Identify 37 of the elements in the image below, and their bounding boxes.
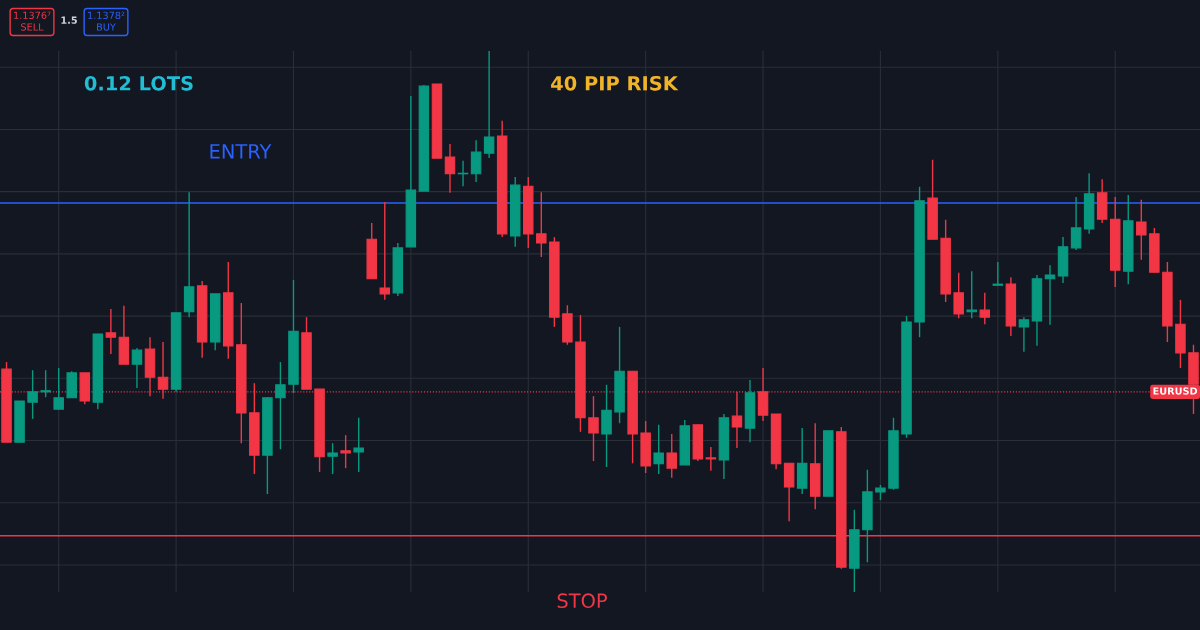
candlestick (40, 369, 51, 398)
candlestick (1070, 196, 1082, 251)
candlestick (1136, 199, 1147, 261)
candlestick (53, 367, 64, 410)
text: 1.1378² BUY (88, 11, 125, 31)
candlestick (275, 361, 286, 450)
candlestick (27, 369, 38, 420)
candlestick (731, 391, 743, 449)
candlestick (953, 272, 964, 319)
text: 1.1376⁷ SELL (14, 11, 51, 31)
candlestick (588, 395, 599, 462)
candlestick (536, 191, 547, 258)
candlestick (353, 417, 364, 473)
candlestick (340, 434, 351, 469)
annotation: 0.12 LOTS (84, 75, 193, 91)
text: 1.5 (61, 16, 77, 24)
candlestick (966, 270, 977, 319)
candlestick (444, 143, 456, 194)
ref-line-label: ENTRY (210, 144, 272, 159)
candlestick (666, 433, 677, 479)
candlestick (483, 51, 495, 159)
candlestick (470, 139, 482, 183)
candlestick (105, 308, 117, 355)
candlestick (705, 446, 717, 472)
annotation: 40 PIP RISK (551, 75, 679, 91)
candlestick (1044, 264, 1056, 326)
candlestick (992, 261, 1004, 286)
ref-line-label: EURUSD (1153, 387, 1198, 395)
candlestick (327, 442, 338, 475)
candlestick (131, 347, 143, 389)
candlestick (379, 201, 391, 301)
candlestick (1018, 316, 1030, 353)
candlestick (601, 384, 612, 468)
ref-line-label: STOP (557, 593, 607, 609)
candlestick (783, 462, 795, 522)
candlestick (653, 424, 664, 475)
candlestick (979, 292, 991, 325)
